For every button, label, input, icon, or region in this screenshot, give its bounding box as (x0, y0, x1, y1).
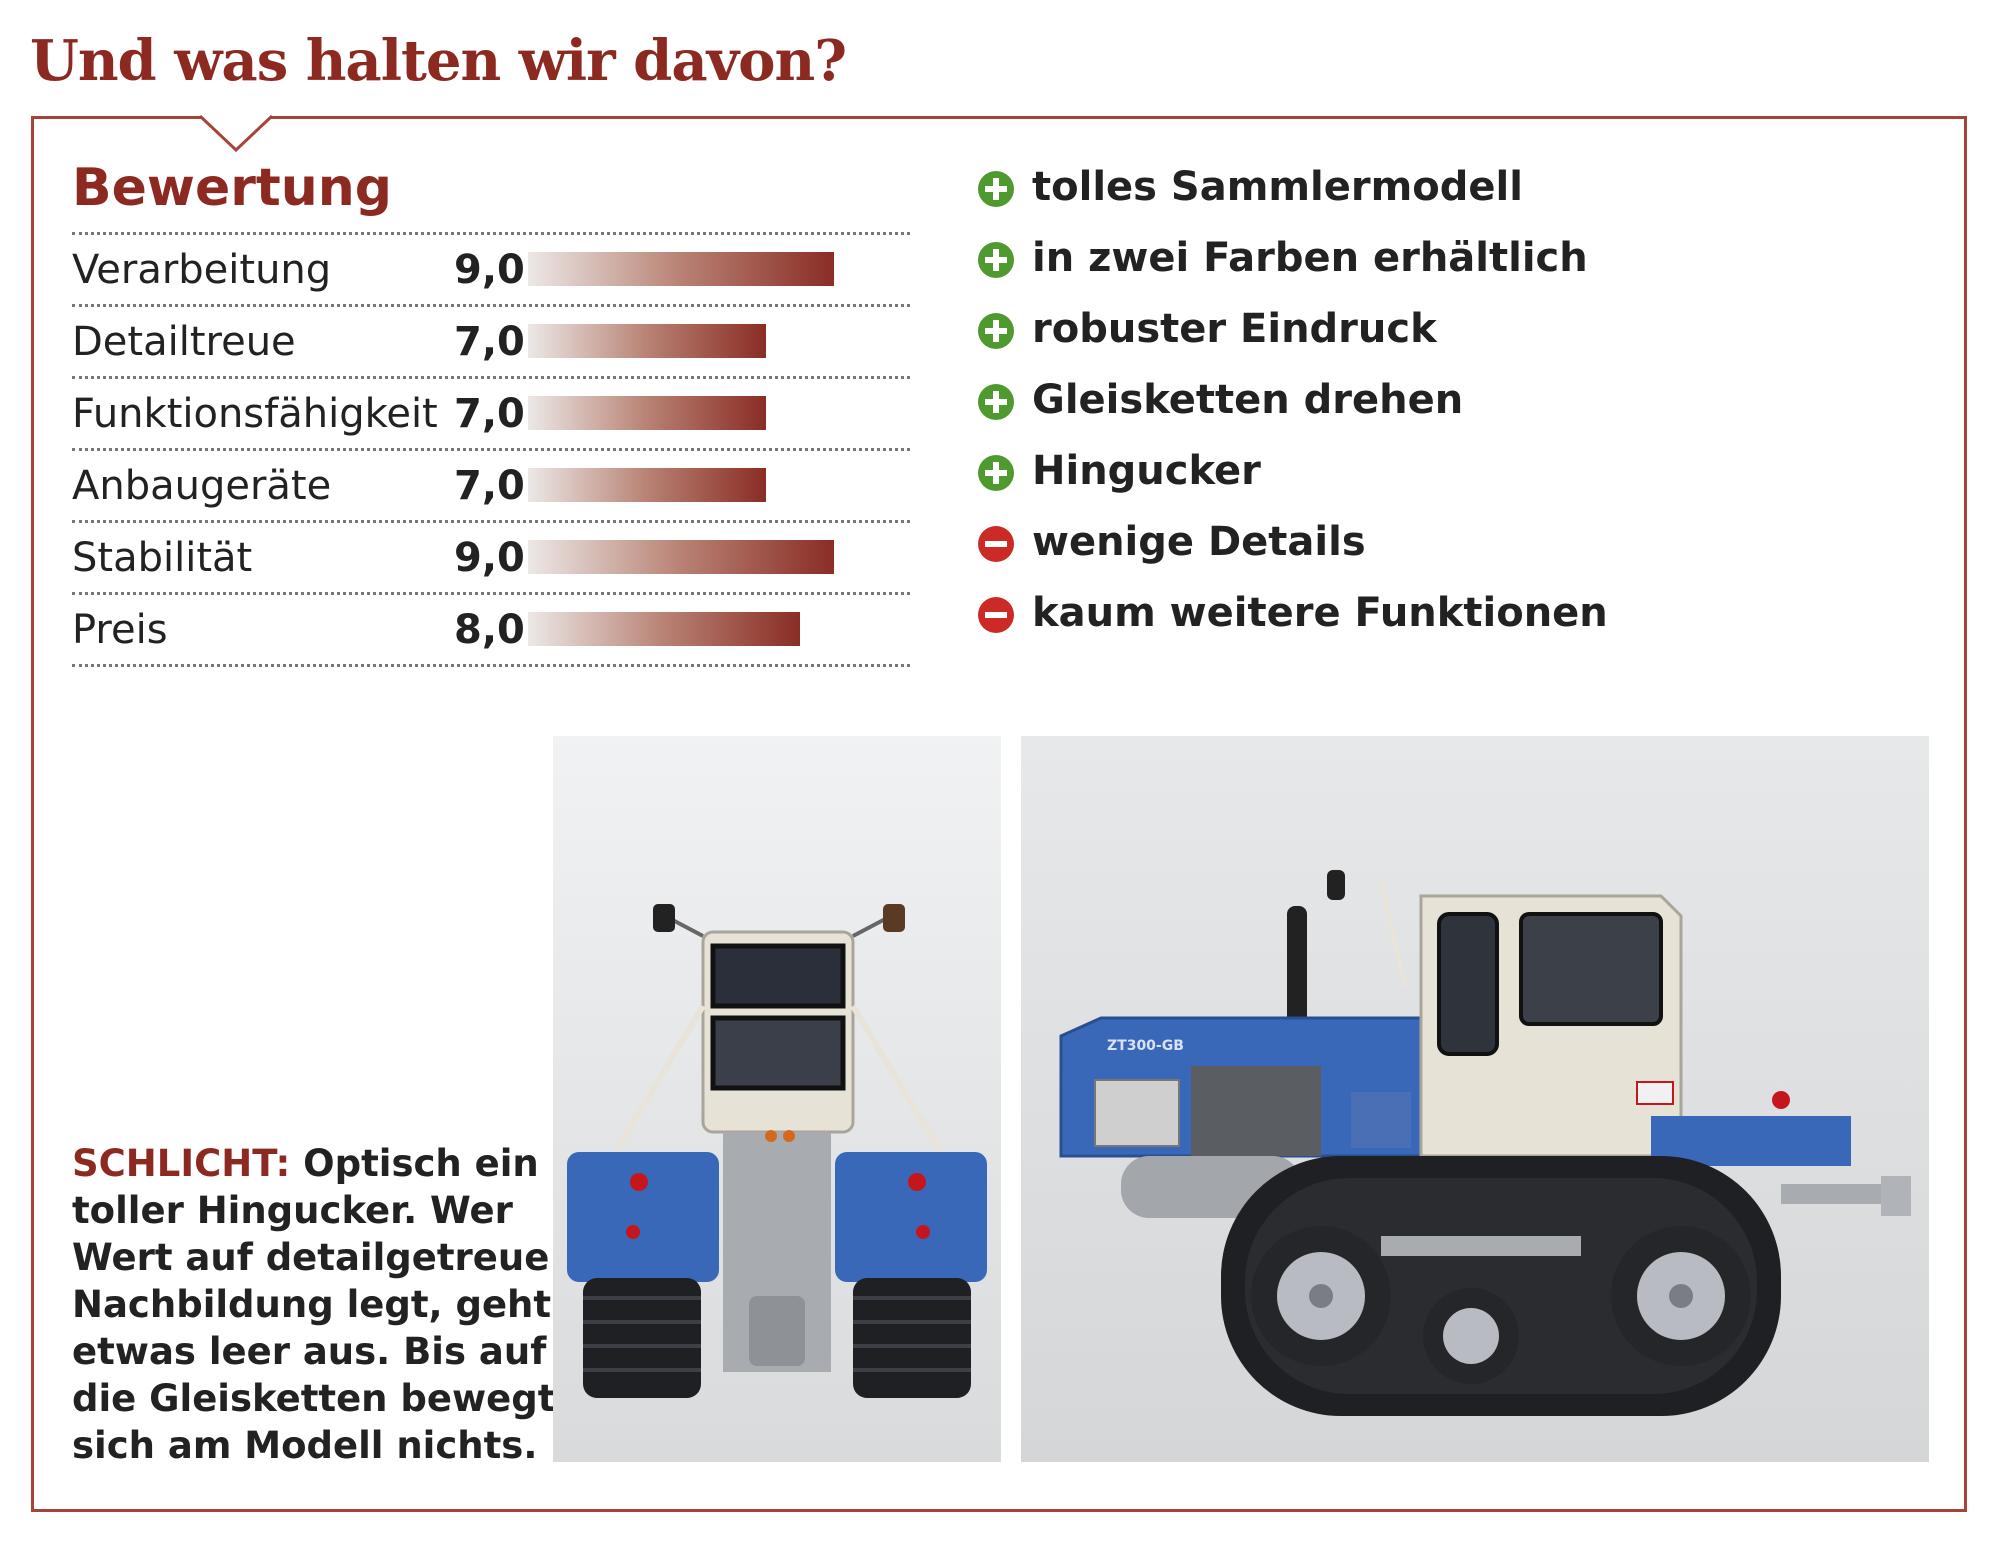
rating-value: 7,0 (454, 319, 525, 365)
minus-circle-icon (978, 526, 1014, 562)
plus-circle-icon (978, 242, 1014, 278)
tractor-side-photo: ZT300-GB (1021, 736, 1929, 1462)
plus-circle-icon (978, 384, 1014, 420)
rating-label: Verarbeitung (72, 247, 332, 293)
plus-circle-icon (978, 455, 1014, 491)
rating-value: 8,0 (454, 607, 525, 653)
rating-bar (528, 252, 834, 286)
rating-value: 9,0 (454, 535, 525, 581)
rating-bar (528, 468, 766, 502)
rating-bar-track (528, 396, 868, 430)
rating-title: Bewertung (72, 158, 392, 218)
rating-label: Funktionsfähigkeit (72, 391, 438, 437)
rating-bar (528, 612, 800, 646)
rating-bar-track (528, 324, 868, 358)
plus-circle-icon (978, 313, 1014, 349)
caption-text: Optisch ein toller Hingucker. Wer Wert a… (72, 1142, 556, 1467)
minus-circle-icon (978, 597, 1014, 633)
model-lettering: ZT300-GB (1107, 1038, 1184, 1054)
rating-label: Detailtreue (72, 319, 296, 365)
rating-value: 7,0 (454, 463, 525, 509)
tractor-rear-photo (553, 736, 1001, 1462)
rating-bar-track (528, 468, 868, 502)
rating-row: Preis 8,0 (72, 592, 910, 667)
rating-label: Stabilität (72, 535, 253, 581)
rating-row: Stabilität 9,0 (72, 520, 910, 592)
box-notch (200, 114, 272, 152)
rating-bar (528, 540, 834, 574)
photo-caption: SCHLICHT: Optisch ein toller Hingucker. … (72, 1140, 562, 1469)
rating-table: Verarbeitung 9,0 Detailtreue 7,0 Funktio… (72, 232, 910, 667)
rating-row: Detailtreue 7,0 (72, 304, 910, 376)
rating-row: Verarbeitung 9,0 (72, 232, 910, 304)
review-box (31, 116, 1967, 1512)
rating-row: Funktionsfähigkeit 7,0 (72, 376, 910, 448)
rating-row: Anbaugeräte 7,0 (72, 448, 910, 520)
rating-value: 7,0 (454, 391, 525, 437)
rating-label: Anbaugeräte (72, 463, 332, 509)
plus-circle-icon (978, 171, 1014, 207)
caption-kicker: SCHLICHT: (72, 1142, 291, 1185)
rating-value: 9,0 (454, 247, 525, 293)
rating-bar-track (528, 612, 868, 646)
rating-bar (528, 396, 766, 430)
rating-bar-track (528, 252, 868, 286)
rating-label: Preis (72, 607, 168, 653)
headline: Und was halten wir davon? (30, 28, 847, 94)
rating-bar (528, 324, 766, 358)
rating-bar-track (528, 540, 868, 574)
